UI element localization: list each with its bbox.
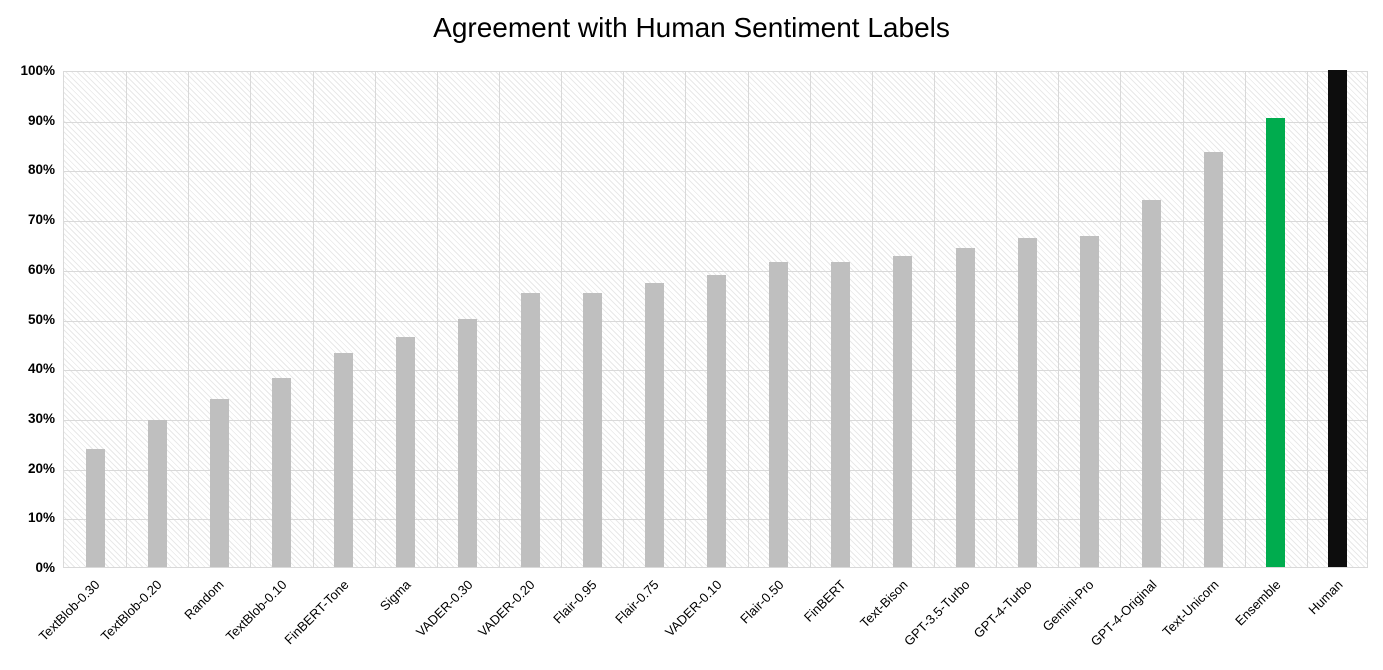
bar-vader-0-20	[520, 292, 540, 567]
gridline-v-6	[436, 72, 438, 567]
x-axis-label-gpt-4-turbo: GPT-4-Turbo	[970, 577, 1035, 641]
y-axis-label-30: 30%	[27, 410, 55, 426]
y-axis-label-50: 50%	[27, 311, 55, 327]
gridline-v-7	[499, 72, 500, 567]
x-axis-label-vader-0-20: VADER-0.20	[475, 577, 538, 640]
y-axis-label-80: 80%	[27, 162, 55, 178]
bar-sigma	[396, 337, 416, 567]
gridline-v-17	[1120, 72, 1122, 567]
gridline-v-14	[934, 72, 935, 567]
chart-title: Agreement with Human Sentiment Labels	[433, 12, 950, 43]
gridline-h-90	[64, 121, 1367, 123]
bar-flair-0-95	[582, 292, 602, 567]
x-axis-label-flair-0-75: Flair-0.75	[612, 577, 662, 627]
y-axis-label-70: 70%	[27, 212, 55, 228]
y-axis-label-40: 40%	[27, 361, 55, 377]
gridline-v-5	[374, 72, 376, 567]
x-axis-label-gpt-3-5-turbo: GPT-3.5-Turbo	[901, 577, 973, 649]
gridline-v-19	[1244, 72, 1246, 567]
bar-human	[1328, 70, 1348, 567]
gridline-v-4	[312, 72, 314, 567]
bar-vader-0-30	[458, 319, 478, 567]
gridline-v-1	[126, 72, 128, 567]
bar-textblob-0-30	[85, 449, 105, 567]
x-axis-label-flair-0-50: Flair-0.50	[736, 577, 787, 627]
x-axis-label-vader-0-30: VADER-0.30	[412, 577, 476, 640]
gridline-h-80	[64, 171, 1367, 173]
gridline-h-70	[64, 221, 1367, 223]
bar-vader-0-10	[707, 274, 726, 567]
bar-finbert	[831, 262, 851, 567]
x-axis-label-textblob-0-10: TextBlob-0.10	[222, 577, 290, 644]
bar-ensemble	[1266, 117, 1286, 567]
bar-textblob-0-10	[272, 378, 291, 567]
gridline-h-60	[64, 270, 1367, 272]
bar-text-bison	[893, 255, 913, 567]
x-axis-label-textblob-0-30: TextBlob-0.30	[35, 577, 103, 644]
gridline-v-16	[1058, 72, 1060, 567]
x-axis-label-gpt-4-original: GPT-4-Original	[1087, 577, 1160, 649]
gridline-v-10	[685, 72, 687, 567]
bar-gpt-4-original	[1142, 200, 1161, 567]
gridline-v-9	[623, 72, 625, 567]
x-axis-label-vader-0-10: VADER-0.10	[661, 577, 725, 640]
x-axis-label-finbert-tone: FinBERT-Tone	[281, 577, 352, 648]
x-axis-label-finbert: FinBERT	[800, 577, 849, 625]
x-axis-label-textblob-0-20: TextBlob-0.20	[98, 577, 165, 644]
bar-flair-0-50	[769, 262, 789, 567]
x-axis-label-text-unicorn: Text-Unicorn	[1159, 577, 1222, 640]
bar-gemini-pro	[1079, 235, 1099, 567]
bar-gpt-3-5-turbo	[955, 247, 975, 567]
gridline-v-15	[996, 72, 998, 567]
gridline-v-3	[250, 72, 252, 567]
y-axis-label-20: 20%	[27, 460, 55, 476]
gridline-v-13	[871, 72, 873, 567]
gridline-v-20	[1306, 72, 1308, 567]
gridline-v-12	[809, 72, 811, 567]
y-axis-label-90: 90%	[27, 112, 55, 128]
bar-random	[209, 398, 229, 567]
x-axis-label-flair-0-95: Flair-0.95	[550, 577, 600, 627]
plot-area	[63, 70, 1368, 568]
gridline-v-2	[188, 72, 190, 567]
x-axis-label-human: Human	[1305, 577, 1346, 618]
bar-textblob-0-20	[147, 419, 167, 567]
y-axis-label-100: 100%	[20, 63, 55, 78]
y-axis-label-10: 10%	[27, 510, 55, 526]
y-axis-label-60: 60%	[27, 261, 55, 277]
gridline-v-8	[561, 72, 563, 567]
x-axis-label-text-bison: Text-Bison	[856, 577, 911, 631]
x-axis-label-random: Random	[181, 577, 227, 623]
y-axis-label-0: 0%	[35, 560, 55, 575]
x-axis-label-ensemble: Ensemble	[1231, 577, 1284, 629]
x-axis-label-gemini-pro: Gemini-Pro	[1039, 577, 1097, 635]
gridline-v-18	[1182, 72, 1184, 567]
bar-gpt-4-turbo	[1017, 238, 1037, 567]
bar-finbert-tone	[334, 353, 354, 567]
x-axis-label-sigma: Sigma	[376, 577, 414, 614]
bar-text-unicorn	[1204, 152, 1224, 567]
gridline-v-11	[747, 72, 749, 567]
bar-flair-0-75	[644, 283, 664, 567]
